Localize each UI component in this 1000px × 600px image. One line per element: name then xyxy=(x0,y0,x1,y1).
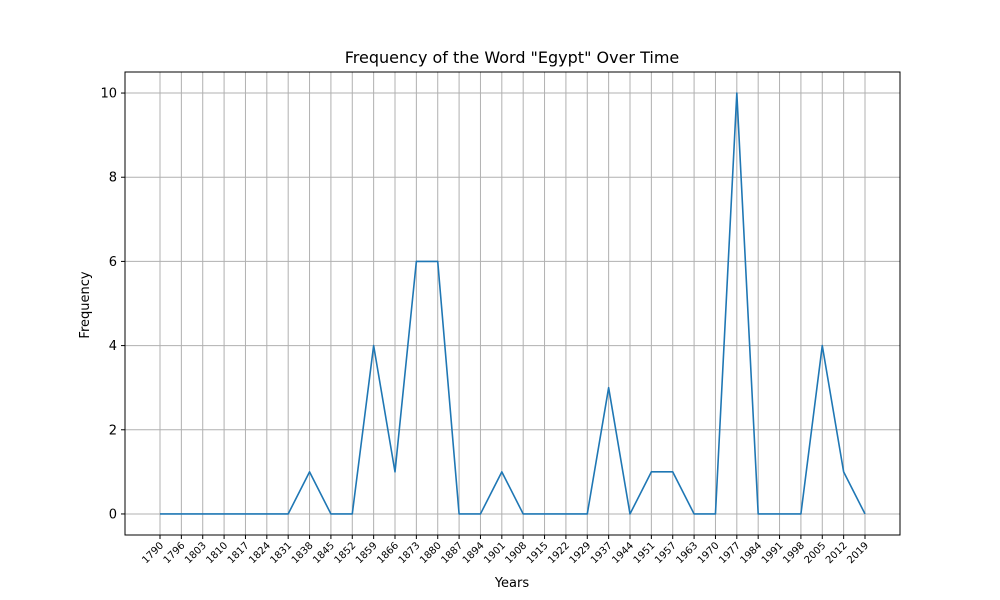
x-tick-label: 1998 xyxy=(781,540,807,566)
x-tick-label: 1845 xyxy=(311,540,337,566)
y-tick-label: 2 xyxy=(109,423,117,438)
x-tick-label: 1831 xyxy=(269,540,295,566)
x-tick-label: 1866 xyxy=(375,540,401,566)
chart-title: Frequency of the Word "Egypt" Over Time xyxy=(345,48,680,67)
x-tick-label: 1803 xyxy=(183,540,209,566)
y-tick-label: 4 xyxy=(109,339,117,354)
grid xyxy=(125,72,900,535)
x-tick-label: 1790 xyxy=(140,540,166,566)
x-tick-label: 1887 xyxy=(439,540,465,566)
y-tick-label: 8 xyxy=(109,171,117,186)
x-tick-label: 1991 xyxy=(760,540,786,566)
x-tick-label: 1937 xyxy=(589,540,615,566)
x-tick-label: 1859 xyxy=(354,540,380,566)
x-axis-ticks: 1790179618031810181718241831183818451852… xyxy=(140,535,871,566)
x-tick-label: 1796 xyxy=(162,540,188,566)
y-tick-label: 10 xyxy=(100,87,117,102)
y-tick-label: 6 xyxy=(109,255,117,270)
x-tick-label: 1880 xyxy=(418,540,444,566)
y-axis-ticks: 0 2 4 6 8 10 xyxy=(100,87,125,522)
x-tick-label: 1957 xyxy=(653,540,679,566)
x-tick-label: 1838 xyxy=(290,540,316,566)
x-tick-label: 1894 xyxy=(461,540,487,566)
y-axis-label: Frequency xyxy=(78,271,93,338)
x-tick-label: 1901 xyxy=(482,540,508,566)
x-tick-label: 2005 xyxy=(803,540,829,566)
x-tick-label: 1873 xyxy=(397,540,423,566)
x-tick-label: 1984 xyxy=(739,540,765,566)
x-tick-label: 1908 xyxy=(504,540,530,566)
series-line xyxy=(160,92,866,515)
x-tick-label: 1852 xyxy=(333,540,359,566)
x-tick-label: 1944 xyxy=(610,540,636,566)
plot-area-frame xyxy=(124,71,901,536)
x-tick-label: 1977 xyxy=(717,540,743,566)
x-tick-label: 1929 xyxy=(568,540,594,566)
x-tick-label: 1915 xyxy=(525,540,551,566)
x-tick-label: 1922 xyxy=(546,540,572,566)
x-tick-label: 1817 xyxy=(226,540,252,566)
series-line-group xyxy=(160,92,866,515)
x-tick-label: 2012 xyxy=(824,540,850,566)
x-tick-label: 1963 xyxy=(674,540,700,566)
x-tick-label: 1970 xyxy=(696,540,722,566)
x-tick-label: 1951 xyxy=(632,540,658,566)
x-tick-label: 1810 xyxy=(204,540,230,566)
x-tick-label: 1824 xyxy=(247,540,273,566)
x-axis-label: Years xyxy=(494,576,530,591)
y-tick-label: 0 xyxy=(109,507,117,522)
x-tick-label: 2019 xyxy=(845,540,871,566)
